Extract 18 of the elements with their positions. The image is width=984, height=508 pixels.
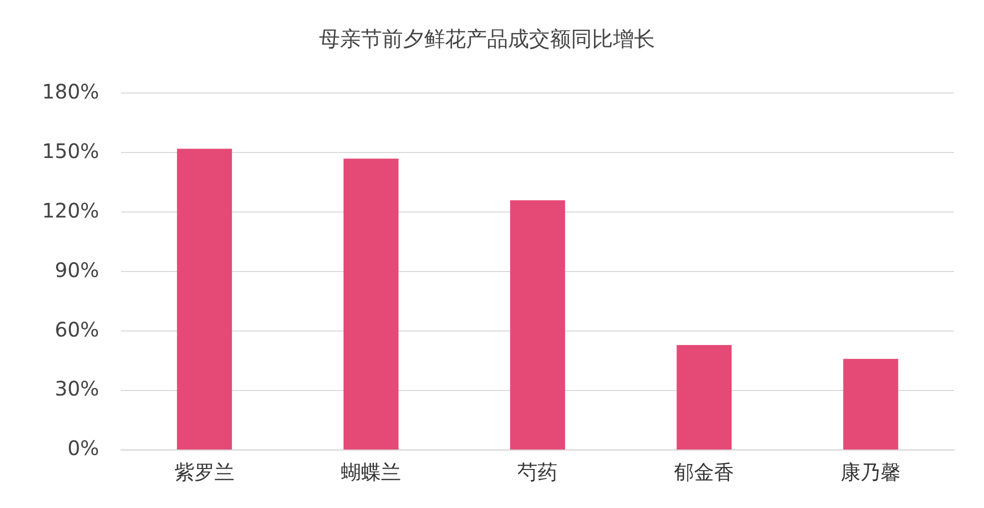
bar: [176, 148, 232, 450]
y-tick-label: 0%: [67, 436, 100, 460]
x-tick-label: 芍药: [518, 460, 558, 484]
y-tick-label: 150%: [42, 138, 100, 163]
bar: [344, 158, 399, 450]
y-tick-label: 30%: [54, 376, 100, 401]
y-tick-label: 120%: [42, 198, 100, 222]
x-tick-label: 紫罗兰: [174, 460, 234, 484]
x-tick-label: 康乃馨: [840, 460, 901, 484]
y-tick-label: 60%: [54, 317, 100, 342]
y-tick-label: 180%: [42, 79, 100, 104]
bar: [510, 200, 566, 450]
x-tick-label: 蝴蝶兰: [341, 460, 402, 484]
bar: [843, 358, 898, 450]
bar: [676, 344, 732, 450]
y-tick-label: 90%: [54, 258, 100, 282]
chart-title: 母亲节前夕鲜花产品成交额同比增长: [319, 27, 655, 52]
x-tick-label: 郁金香: [674, 460, 734, 484]
